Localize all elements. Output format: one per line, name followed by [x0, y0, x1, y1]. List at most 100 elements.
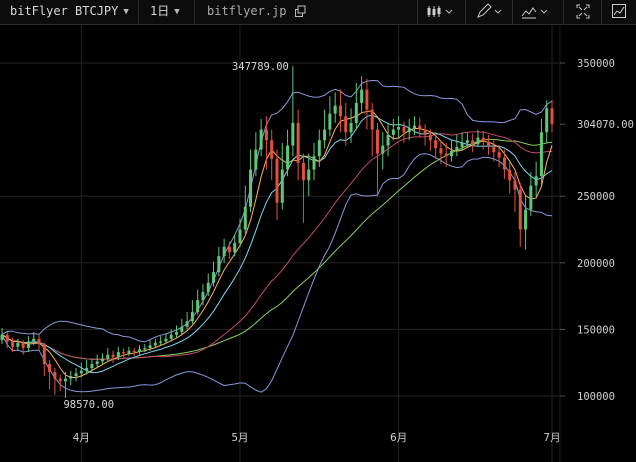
site-link[interactable]: bitflyer.jp — [207, 0, 286, 24]
candle-body — [164, 338, 168, 342]
candle-body — [333, 105, 337, 114]
high-annotation: 347789.00 — [232, 61, 289, 73]
site-label: bitflyer.jp — [207, 4, 287, 18]
price-label: 304070.00 — [577, 119, 634, 131]
candle-body — [439, 148, 443, 154]
candle-body — [534, 176, 538, 186]
candle-body — [370, 109, 374, 130]
candle-body — [249, 169, 253, 207]
candle-body — [545, 108, 549, 133]
price-label: 350000 — [577, 58, 615, 70]
candle-body — [143, 348, 147, 350]
chart-settings-icon[interactable] — [609, 0, 629, 24]
candle-body — [450, 150, 454, 157]
symbol-label: bitFlyer BTCJPY — [10, 4, 119, 18]
candle-body — [317, 140, 321, 157]
indicator-icon[interactable] — [519, 0, 553, 24]
candle-body — [37, 338, 41, 345]
candle-body — [338, 105, 342, 117]
candle-body — [169, 334, 173, 339]
candle-body — [270, 140, 274, 159]
candle-body — [465, 140, 469, 143]
candle-body — [280, 169, 284, 203]
candle-body — [11, 341, 15, 347]
moving-average-long-line — [1, 131, 553, 360]
candle-body — [275, 158, 279, 203]
candle-body — [518, 189, 522, 230]
divider — [417, 0, 418, 24]
candle-body — [222, 246, 226, 257]
candle-body — [286, 145, 290, 170]
candle-body — [365, 89, 369, 110]
price-axis: 350000 304070.00 250000 200000 150000 100000 — [560, 58, 634, 403]
price-label: 250000 — [577, 191, 615, 203]
candle-body — [455, 146, 459, 151]
candle-body — [264, 129, 268, 141]
candle-body — [476, 137, 480, 145]
candle-body — [175, 332, 179, 335]
candle-body — [418, 125, 422, 130]
fullscreen-icon[interactable] — [573, 0, 593, 24]
candle-body — [196, 300, 200, 313]
candle-body — [386, 134, 390, 146]
candle-body — [354, 102, 358, 123]
candle-body — [233, 242, 237, 253]
candle-body — [106, 354, 110, 359]
candle-body — [539, 132, 543, 177]
candle-body — [508, 169, 512, 181]
chevron-down-icon: ▼ — [174, 7, 180, 17]
candle-body — [529, 185, 533, 210]
price-label: 150000 — [577, 324, 615, 336]
candle-body — [296, 122, 300, 163]
candle-body — [323, 129, 327, 141]
candle-body — [360, 89, 364, 103]
candle-body — [460, 142, 464, 147]
divider — [601, 0, 602, 24]
candle-body — [58, 378, 62, 382]
candle-body — [481, 137, 485, 142]
candle-body — [291, 122, 295, 146]
price-chart[interactable]: 350000304070.00250000200000150000100000 … — [0, 25, 636, 462]
time-axis: 4月 5月 6月 7月 — [73, 432, 561, 444]
candle-body — [375, 129, 379, 154]
candle-body — [69, 376, 73, 379]
candle-body — [48, 364, 52, 373]
candle-body — [111, 354, 115, 358]
candle-body — [397, 126, 401, 130]
month-label: 4月 — [73, 432, 90, 444]
divider — [465, 0, 466, 24]
candle-body — [524, 209, 528, 230]
external-link-icon[interactable] — [292, 0, 306, 24]
candle-body — [153, 342, 157, 346]
candle-body — [201, 292, 205, 301]
candle-body — [259, 129, 263, 150]
interval-selector[interactable]: 1日 ▼ — [150, 0, 180, 24]
month-label: 6月 — [390, 432, 407, 444]
candle-body — [0, 334, 4, 341]
pencil-icon[interactable] — [474, 0, 506, 24]
candle-body — [307, 169, 311, 181]
candlestick-type-icon[interactable] — [424, 0, 456, 24]
candle-body — [301, 162, 305, 181]
candle-body — [550, 108, 554, 125]
candle-body — [349, 122, 353, 133]
candle-body — [328, 113, 332, 130]
candle-body — [138, 349, 141, 353]
candle-body — [434, 140, 438, 149]
symbol-selector[interactable]: bitFlyer BTCJPY ▼ — [10, 0, 129, 24]
candle-body — [42, 344, 46, 365]
candle-body — [132, 350, 136, 353]
divider — [512, 0, 513, 24]
candle-body — [95, 361, 99, 365]
candle-body — [100, 358, 104, 362]
candle-body — [487, 141, 491, 147]
indicator-lines — [1, 79, 553, 393]
candle-body — [159, 341, 163, 343]
candle-body — [344, 116, 348, 133]
divider — [138, 0, 139, 24]
candle-body — [212, 272, 216, 283]
candle-body — [85, 368, 89, 371]
chart-grid — [0, 25, 561, 462]
candle-body — [16, 342, 20, 347]
bollinger-upper-line — [1, 79, 553, 343]
